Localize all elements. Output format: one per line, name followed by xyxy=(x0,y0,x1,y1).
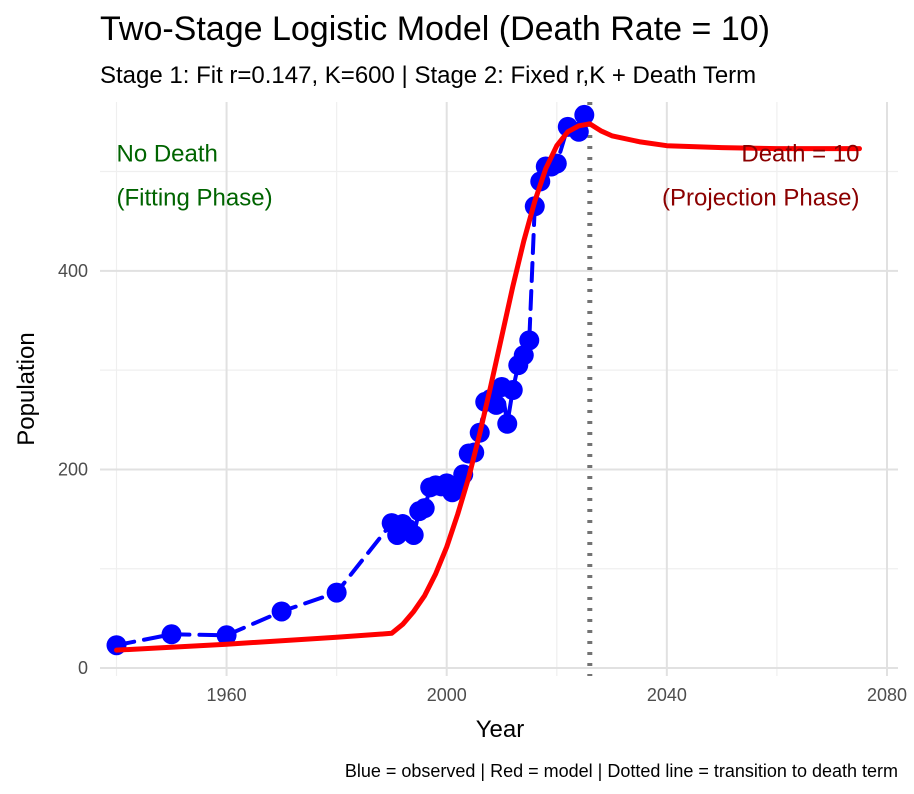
x-axis-title: Year xyxy=(476,716,525,743)
y-axis-title: Population xyxy=(13,332,40,445)
chart-caption: Blue = observed | Red = model | Dotted l… xyxy=(345,761,898,781)
x-tick-label: 2000 xyxy=(427,685,467,705)
x-tick-label: 2040 xyxy=(647,685,687,705)
model-series-line xyxy=(114,121,862,653)
observed-point xyxy=(216,625,237,646)
chart-subtitle: Stage 1: Fit r=0.147, K=600 | Stage 2: F… xyxy=(100,62,756,89)
axis-layer: 1960 2000 2040 2080 0 200 400 xyxy=(58,261,907,705)
x-tick-label: 1960 xyxy=(207,685,247,705)
observed-point xyxy=(414,498,435,519)
observed-point xyxy=(486,394,507,415)
observed-point xyxy=(271,601,292,622)
y-tick-label: 0 xyxy=(78,658,88,678)
observed-point xyxy=(502,379,523,400)
annotation-text: No Death xyxy=(117,141,218,168)
annotation-text: (Projection Phase) xyxy=(662,184,859,211)
y-tick-label: 400 xyxy=(58,261,88,281)
observed-point xyxy=(326,582,347,603)
chart-title: Two-Stage Logistic Model (Death Rate = 1… xyxy=(100,10,770,48)
grid-layer xyxy=(100,102,898,676)
annotation-layer: No Death (Fitting Phase) Death = 10 (Projec… xyxy=(117,141,860,212)
observed-point xyxy=(574,104,595,125)
annotation-text: Death = 10 xyxy=(741,141,859,168)
observed-point xyxy=(161,624,182,645)
observed-point xyxy=(403,524,424,545)
x-tick-label: 2080 xyxy=(867,685,907,705)
observed-point xyxy=(497,413,518,434)
series-layer xyxy=(106,102,862,676)
annotation-text: (Fitting Phase) xyxy=(117,184,273,211)
y-tick-label: 200 xyxy=(58,459,88,479)
observed-point xyxy=(519,330,540,351)
